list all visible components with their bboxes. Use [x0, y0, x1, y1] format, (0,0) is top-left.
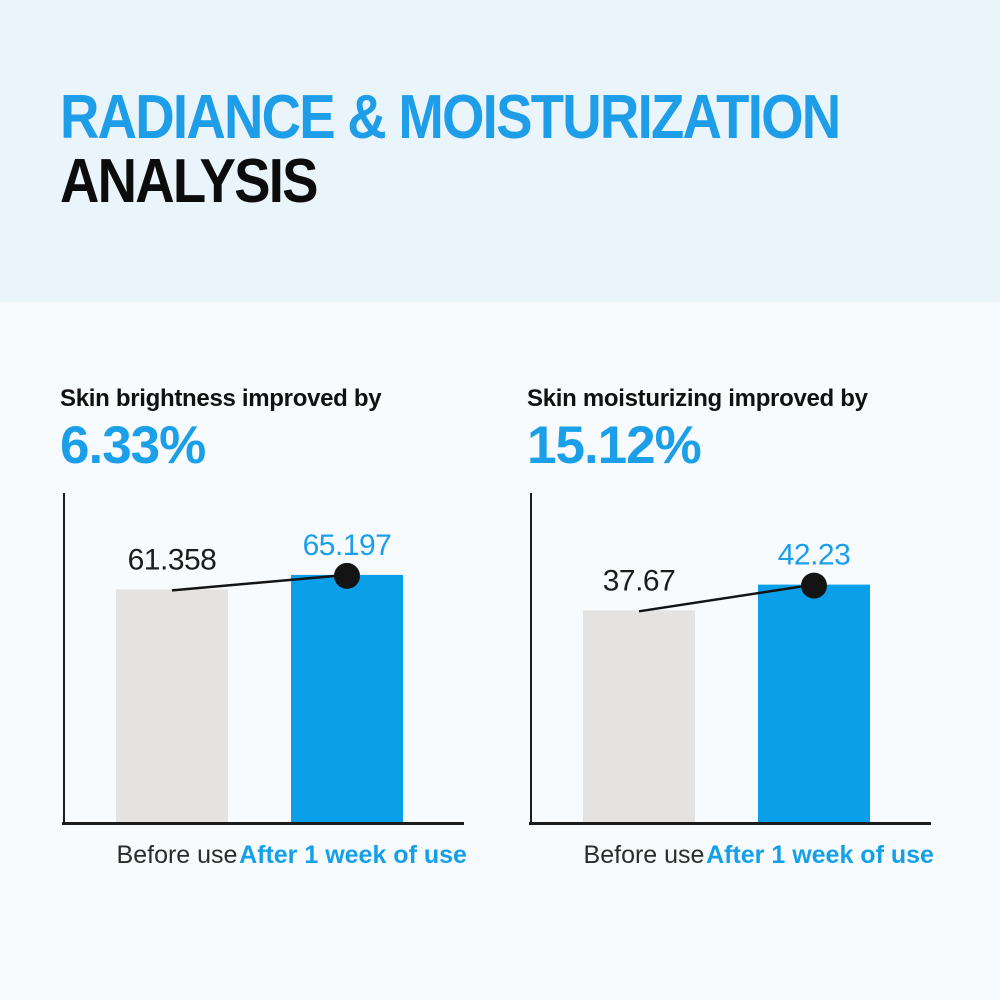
after-bar-dot-marker: [801, 572, 827, 599]
brightness-panel: Skin brightness improved by 6.33% 61.358…: [60, 385, 510, 885]
bar-chart-svg: 37.67 42.23: [529, 493, 931, 825]
after-bar-dot-marker: [334, 562, 360, 589]
after-bar: [291, 574, 403, 822]
brightness-improvement-value: 6.33%: [60, 416, 206, 475]
page-title-line1: RADIANCE & MOISTURIZATION: [60, 83, 841, 152]
connector-line: [638, 583, 815, 613]
moisturizing-category-labels: Before use After 1 week of use: [529, 841, 935, 871]
before-value-label: 37.67: [603, 564, 676, 597]
moisturizing-bar-chart: 37.67 42.23: [529, 493, 935, 827]
before-use-label: Before use: [116, 841, 238, 869]
before-value-label: 61.358: [128, 543, 217, 576]
after-use-label: After 1 week of use: [706, 841, 934, 869]
brightness-category-labels: Before use After 1 week of use: [62, 841, 468, 871]
after-value-label: 42.23: [778, 539, 851, 572]
after-use-label: After 1 week of use: [239, 841, 467, 869]
moisturizing-heading: Skin moisturizing improved by: [527, 385, 868, 412]
before-bar: [583, 610, 695, 822]
after-bar: [758, 584, 870, 822]
before-use-label: Before use: [583, 841, 705, 869]
moisturizing-panel: Skin moisturizing improved by 15.12% 37.…: [527, 385, 977, 885]
page-title: RADIANCE & MOISTURIZATION ANALYSIS: [60, 83, 841, 216]
moisturizing-improvement-value: 15.12%: [527, 416, 702, 475]
before-bar: [116, 589, 228, 822]
page-title-line2: ANALYSIS: [60, 147, 319, 216]
brightness-heading: Skin brightness improved by: [60, 385, 382, 412]
bar-chart-svg: 61.358 65.197: [62, 493, 464, 825]
header-banner: RADIANCE & MOISTURIZATION ANALYSIS: [0, 0, 1000, 302]
after-value-label: 65.197: [303, 529, 392, 562]
connector-line: [171, 573, 348, 592]
brightness-bar-chart: 61.358 65.197: [62, 493, 468, 827]
